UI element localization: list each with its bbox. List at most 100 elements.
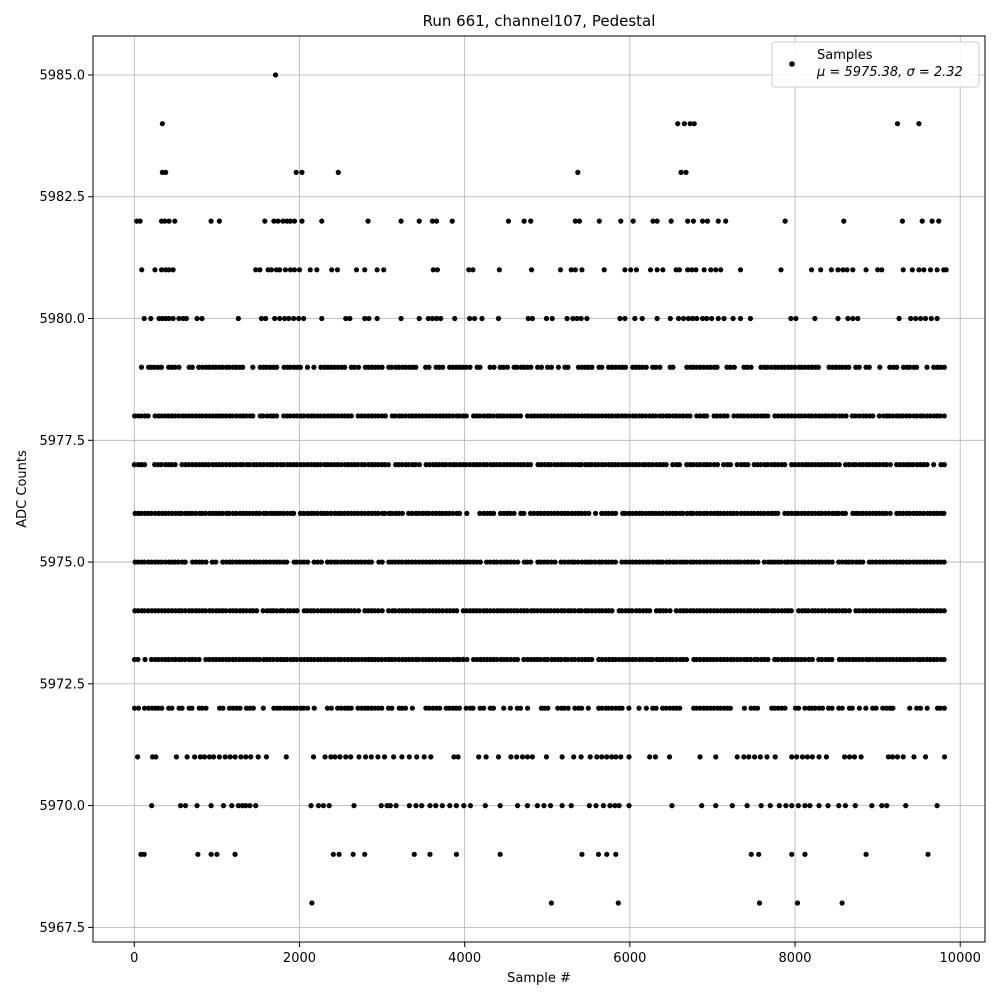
- data-point: [277, 315, 283, 322]
- data-point-dense: [676, 462, 683, 468]
- data-point: [427, 851, 433, 857]
- data-point: [899, 218, 906, 224]
- data-point-dense: [626, 413, 632, 419]
- data-point: [148, 315, 154, 322]
- data-point: [928, 315, 934, 322]
- data-point: [654, 315, 660, 322]
- y-axis-label: ADC Counts: [15, 450, 30, 528]
- data-point-dense: [504, 656, 510, 663]
- data-point-dense: [561, 608, 568, 614]
- data-point-dense: [941, 462, 947, 468]
- data-point-dense: [538, 364, 545, 370]
- data-point: [319, 315, 325, 322]
- data-point-dense: [226, 364, 232, 370]
- data-point-dense: [765, 413, 771, 419]
- data-point-dense: [148, 510, 154, 516]
- data-point: [497, 803, 503, 809]
- data-point: [194, 315, 200, 322]
- data-point-dense: [673, 656, 679, 663]
- data-point-dense: [274, 364, 280, 370]
- data-point-dense: [355, 364, 362, 370]
- data-point-dense: [572, 608, 578, 614]
- legend-marker-samples: [789, 61, 795, 67]
- data-point-dense: [670, 462, 676, 468]
- data-point: [850, 267, 856, 273]
- data-point-dense: [727, 364, 733, 370]
- data-point: [647, 754, 653, 760]
- data-point-dense: [846, 656, 852, 663]
- data-point-dense: [158, 364, 165, 370]
- data-point: [162, 218, 168, 224]
- data-point: [375, 754, 381, 760]
- data-point: [287, 218, 293, 224]
- data-point-dense: [423, 608, 429, 614]
- data-point-dense: [413, 364, 419, 370]
- data-point: [314, 267, 320, 273]
- data-point: [529, 315, 535, 322]
- data-point: [262, 218, 268, 224]
- data-point-dense: [280, 510, 287, 516]
- data-point-dense: [768, 364, 774, 370]
- data-point-dense: [761, 510, 767, 516]
- data-point-dense: [528, 364, 534, 370]
- data-point-dense: [697, 656, 703, 663]
- data-point-dense: [274, 462, 280, 468]
- data-point: [466, 267, 472, 273]
- data-point-dense: [731, 413, 737, 419]
- data-point: [247, 803, 253, 809]
- data-point-dense: [826, 510, 832, 516]
- y-tick-label: 5977.5: [40, 434, 86, 449]
- data-point-dense: [626, 656, 632, 663]
- data-point: [697, 754, 703, 760]
- data-point-dense: [934, 656, 940, 663]
- data-point-dense: [528, 559, 534, 565]
- data-point-dense: [657, 364, 663, 370]
- data-point-dense: [910, 462, 916, 468]
- data-point-dense: [335, 608, 341, 614]
- data-point: [812, 315, 818, 322]
- data-point-dense: [179, 705, 185, 711]
- data-point: [654, 267, 660, 273]
- data-point-dense: [402, 705, 409, 711]
- data-point: [495, 754, 502, 760]
- data-point: [852, 803, 858, 809]
- data-point-dense: [545, 705, 551, 711]
- data-point-dense: [470, 705, 476, 711]
- data-point-dense: [379, 656, 385, 663]
- data-point: [482, 803, 488, 809]
- data-point: [416, 315, 422, 322]
- data-point-dense: [653, 705, 659, 711]
- data-point: [524, 803, 531, 809]
- data-point-dense: [660, 656, 666, 663]
- data-point-dense: [426, 705, 432, 711]
- data-point-dense: [575, 413, 581, 419]
- data-point: [521, 218, 527, 224]
- data-point-dense: [304, 705, 311, 711]
- data-point: [713, 803, 719, 809]
- data-point: [721, 315, 727, 322]
- data-point-dense: [697, 413, 703, 419]
- data-point-dense: [358, 559, 364, 565]
- data-point: [159, 121, 165, 127]
- data-point-dense: [795, 462, 801, 468]
- data-point-dense: [507, 705, 513, 711]
- data-point-dense: [514, 608, 520, 614]
- data-point: [557, 267, 564, 273]
- data-point: [689, 267, 695, 273]
- data-point-dense: [463, 413, 469, 419]
- data-point-dense: [629, 608, 635, 614]
- data-point-dense: [277, 559, 283, 565]
- data-point: [153, 754, 159, 760]
- data-point-dense: [609, 608, 615, 614]
- data-point-dense: [454, 608, 460, 614]
- data-point: [919, 218, 925, 224]
- data-point: [756, 851, 762, 857]
- data-point-dense: [720, 462, 727, 468]
- data-point-dense: [291, 510, 297, 516]
- data-point-dense: [877, 608, 883, 614]
- data-point: [268, 267, 274, 273]
- data-point-dense: [937, 608, 944, 614]
- data-point-dense: [565, 705, 571, 711]
- data-point: [283, 754, 289, 760]
